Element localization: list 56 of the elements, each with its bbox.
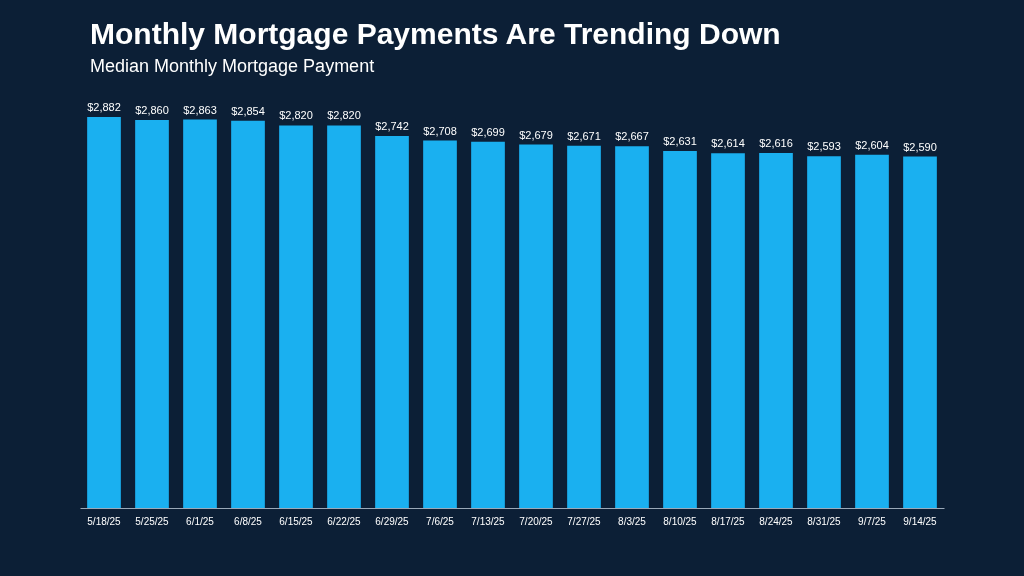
data-label: $2,590 <box>903 140 937 153</box>
chart-title: Monthly Mortgage Payments Are Trending Down <box>90 17 781 50</box>
data-label: $2,667 <box>615 130 649 143</box>
data-label: $2,631 <box>663 135 697 148</box>
bar <box>663 151 697 508</box>
bar <box>423 140 457 508</box>
data-label: $2,820 <box>279 109 313 122</box>
bar <box>567 145 601 508</box>
bar <box>183 119 217 508</box>
data-label: $2,742 <box>375 120 409 132</box>
x-tick-label: 8/10/25 <box>663 515 698 527</box>
bar <box>471 141 505 508</box>
bar <box>903 156 937 508</box>
data-label: $2,854 <box>231 104 265 117</box>
x-tick-label: 8/3/25 <box>618 515 647 527</box>
data-label: $2,614 <box>711 137 745 150</box>
data-label: $2,679 <box>519 128 553 141</box>
data-label: $2,593 <box>807 140 841 153</box>
x-tick-label: 5/18/25 <box>87 515 122 527</box>
data-label: $2,860 <box>135 103 169 116</box>
bar <box>855 154 889 508</box>
bar <box>759 153 793 508</box>
bar <box>807 156 841 508</box>
bar <box>519 144 553 508</box>
x-tick-label: 6/22/25 <box>327 515 362 527</box>
data-label: $2,820 <box>327 109 361 122</box>
x-tick-label: 7/20/25 <box>519 515 554 527</box>
bar <box>615 146 649 508</box>
data-label: $2,882 <box>87 101 121 114</box>
bar <box>279 125 313 508</box>
x-tick-label: 8/31/25 <box>807 515 842 527</box>
data-label: $2,616 <box>759 137 793 150</box>
x-tick-label: 6/8/25 <box>234 515 263 527</box>
x-tick-label: 6/29/25 <box>375 515 410 527</box>
x-tick-label: 6/15/25 <box>279 515 314 527</box>
x-tick-label: 9/14/25 <box>903 515 938 527</box>
bar <box>711 153 745 508</box>
data-label: $2,699 <box>471 125 505 138</box>
x-tick-label: 9/7/25 <box>858 515 887 527</box>
bar <box>87 117 121 508</box>
bar <box>231 120 265 508</box>
chart-subtitle: Median Monthly Mortgage Payment <box>90 56 375 76</box>
x-tick-label: 7/6/25 <box>426 515 455 527</box>
x-tick-label: 5/25/25 <box>135 515 170 527</box>
bar <box>327 125 361 508</box>
data-label: $2,708 <box>423 124 457 137</box>
x-tick-label: 8/17/25 <box>711 515 746 527</box>
data-label: $2,671 <box>567 129 601 142</box>
x-tick-label: 8/24/25 <box>759 515 794 527</box>
x-tick-label: 7/27/25 <box>567 515 602 527</box>
data-label: $2,604 <box>855 138 889 151</box>
bar <box>135 119 169 508</box>
bar <box>375 136 409 508</box>
x-tick-label: 6/1/25 <box>186 515 215 527</box>
data-label: $2,863 <box>183 103 217 116</box>
x-tick-label: 7/13/25 <box>471 515 506 527</box>
